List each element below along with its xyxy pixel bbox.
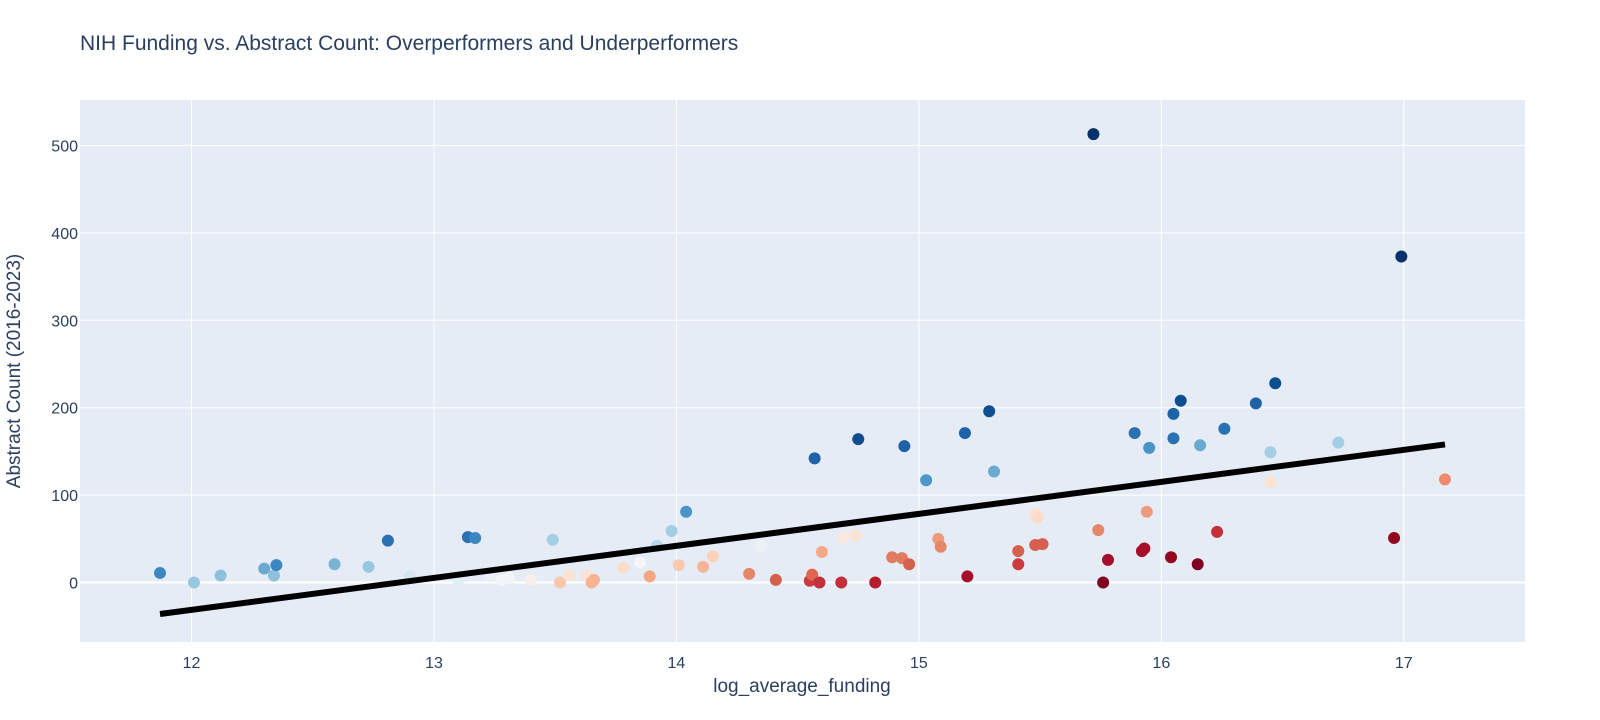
data-point <box>1165 551 1178 564</box>
data-point <box>1395 250 1408 263</box>
data-point <box>1218 422 1231 435</box>
data-point <box>1167 432 1180 445</box>
data-point <box>837 531 850 544</box>
data-point <box>214 569 227 582</box>
data-point <box>1097 576 1110 589</box>
x-tick-label: 13 <box>425 655 443 672</box>
data-point <box>617 561 630 574</box>
data-point <box>665 524 678 537</box>
data-point <box>1101 553 1114 566</box>
data-point <box>187 576 200 589</box>
data-point <box>903 558 916 571</box>
data-point <box>258 562 271 575</box>
y-tick-label: 300 <box>51 313 78 330</box>
data-point <box>1092 524 1105 537</box>
data-point <box>381 534 394 547</box>
data-point <box>154 566 167 579</box>
x-tick-label: 12 <box>183 655 201 672</box>
data-point <box>1143 441 1156 454</box>
data-point <box>587 573 600 586</box>
x-tick-label: 15 <box>910 655 928 672</box>
x-tick-label: 16 <box>1152 655 1170 672</box>
data-point <box>1012 558 1025 571</box>
data-point <box>1438 473 1451 486</box>
y-tick-label: 0 <box>69 576 78 593</box>
data-point <box>1174 394 1187 407</box>
data-point <box>961 570 974 583</box>
data-point <box>1211 525 1224 538</box>
x-tick-label: 17 <box>1395 655 1413 672</box>
y-tick-label: 100 <box>51 488 78 505</box>
data-point <box>743 567 756 580</box>
data-point <box>886 551 899 564</box>
plot-area <box>80 100 1525 642</box>
data-point <box>1167 407 1180 420</box>
data-point <box>852 433 865 446</box>
trend-line <box>159 441 1446 618</box>
data-point <box>815 545 828 558</box>
data-point <box>934 540 947 553</box>
data-point <box>672 559 685 572</box>
data-point <box>988 465 1001 478</box>
data-point <box>362 560 375 573</box>
data-point <box>813 576 826 589</box>
grid-lines <box>80 100 1525 642</box>
data-point <box>563 569 576 582</box>
data-point <box>469 531 482 544</box>
data-points <box>154 128 1451 589</box>
data-point <box>1128 427 1141 440</box>
data-point <box>920 474 933 487</box>
data-point <box>328 558 341 571</box>
data-point <box>503 572 516 585</box>
data-point <box>1087 128 1100 141</box>
data-point <box>1388 531 1401 544</box>
data-point <box>983 405 996 418</box>
chart-title: NIH Funding vs. Abstract Count: Overperf… <box>80 32 738 55</box>
data-point <box>1191 558 1204 571</box>
data-point <box>267 569 280 582</box>
data-point <box>1249 397 1262 410</box>
y-axis-ticks: 0 100 200 300 400 500 <box>51 138 78 592</box>
data-point <box>1012 545 1025 558</box>
data-point <box>706 550 719 563</box>
x-axis-title: log_average_funding <box>713 676 891 697</box>
data-point <box>1194 439 1207 452</box>
data-point <box>808 452 821 465</box>
data-point <box>806 568 819 581</box>
y-tick-label: 400 <box>51 226 78 243</box>
data-point <box>958 427 971 440</box>
data-point <box>769 573 782 586</box>
data-point <box>1031 511 1044 524</box>
data-point <box>1264 476 1277 489</box>
data-point <box>755 539 768 552</box>
data-point <box>524 573 537 586</box>
x-tick-label: 14 <box>668 655 686 672</box>
data-point <box>1140 505 1153 518</box>
data-point <box>1332 436 1345 449</box>
data-point <box>643 570 656 583</box>
y-tick-label: 500 <box>51 138 78 155</box>
data-point <box>1138 542 1151 555</box>
data-point <box>1036 538 1049 551</box>
data-point <box>898 440 911 453</box>
data-point <box>1264 446 1277 459</box>
data-point <box>554 576 567 589</box>
data-point <box>869 576 882 589</box>
y-tick-label: 200 <box>51 401 78 418</box>
y-axis-title: Abstract Count (2016-2023) <box>4 254 25 488</box>
data-point <box>270 559 283 572</box>
data-point <box>849 529 862 542</box>
data-point <box>546 533 559 546</box>
data-point <box>697 560 710 573</box>
data-point <box>680 505 693 518</box>
x-axis-ticks: 12 13 14 15 16 17 <box>183 655 1413 672</box>
data-point <box>1269 377 1282 390</box>
data-point <box>835 576 848 589</box>
data-point <box>634 556 647 569</box>
